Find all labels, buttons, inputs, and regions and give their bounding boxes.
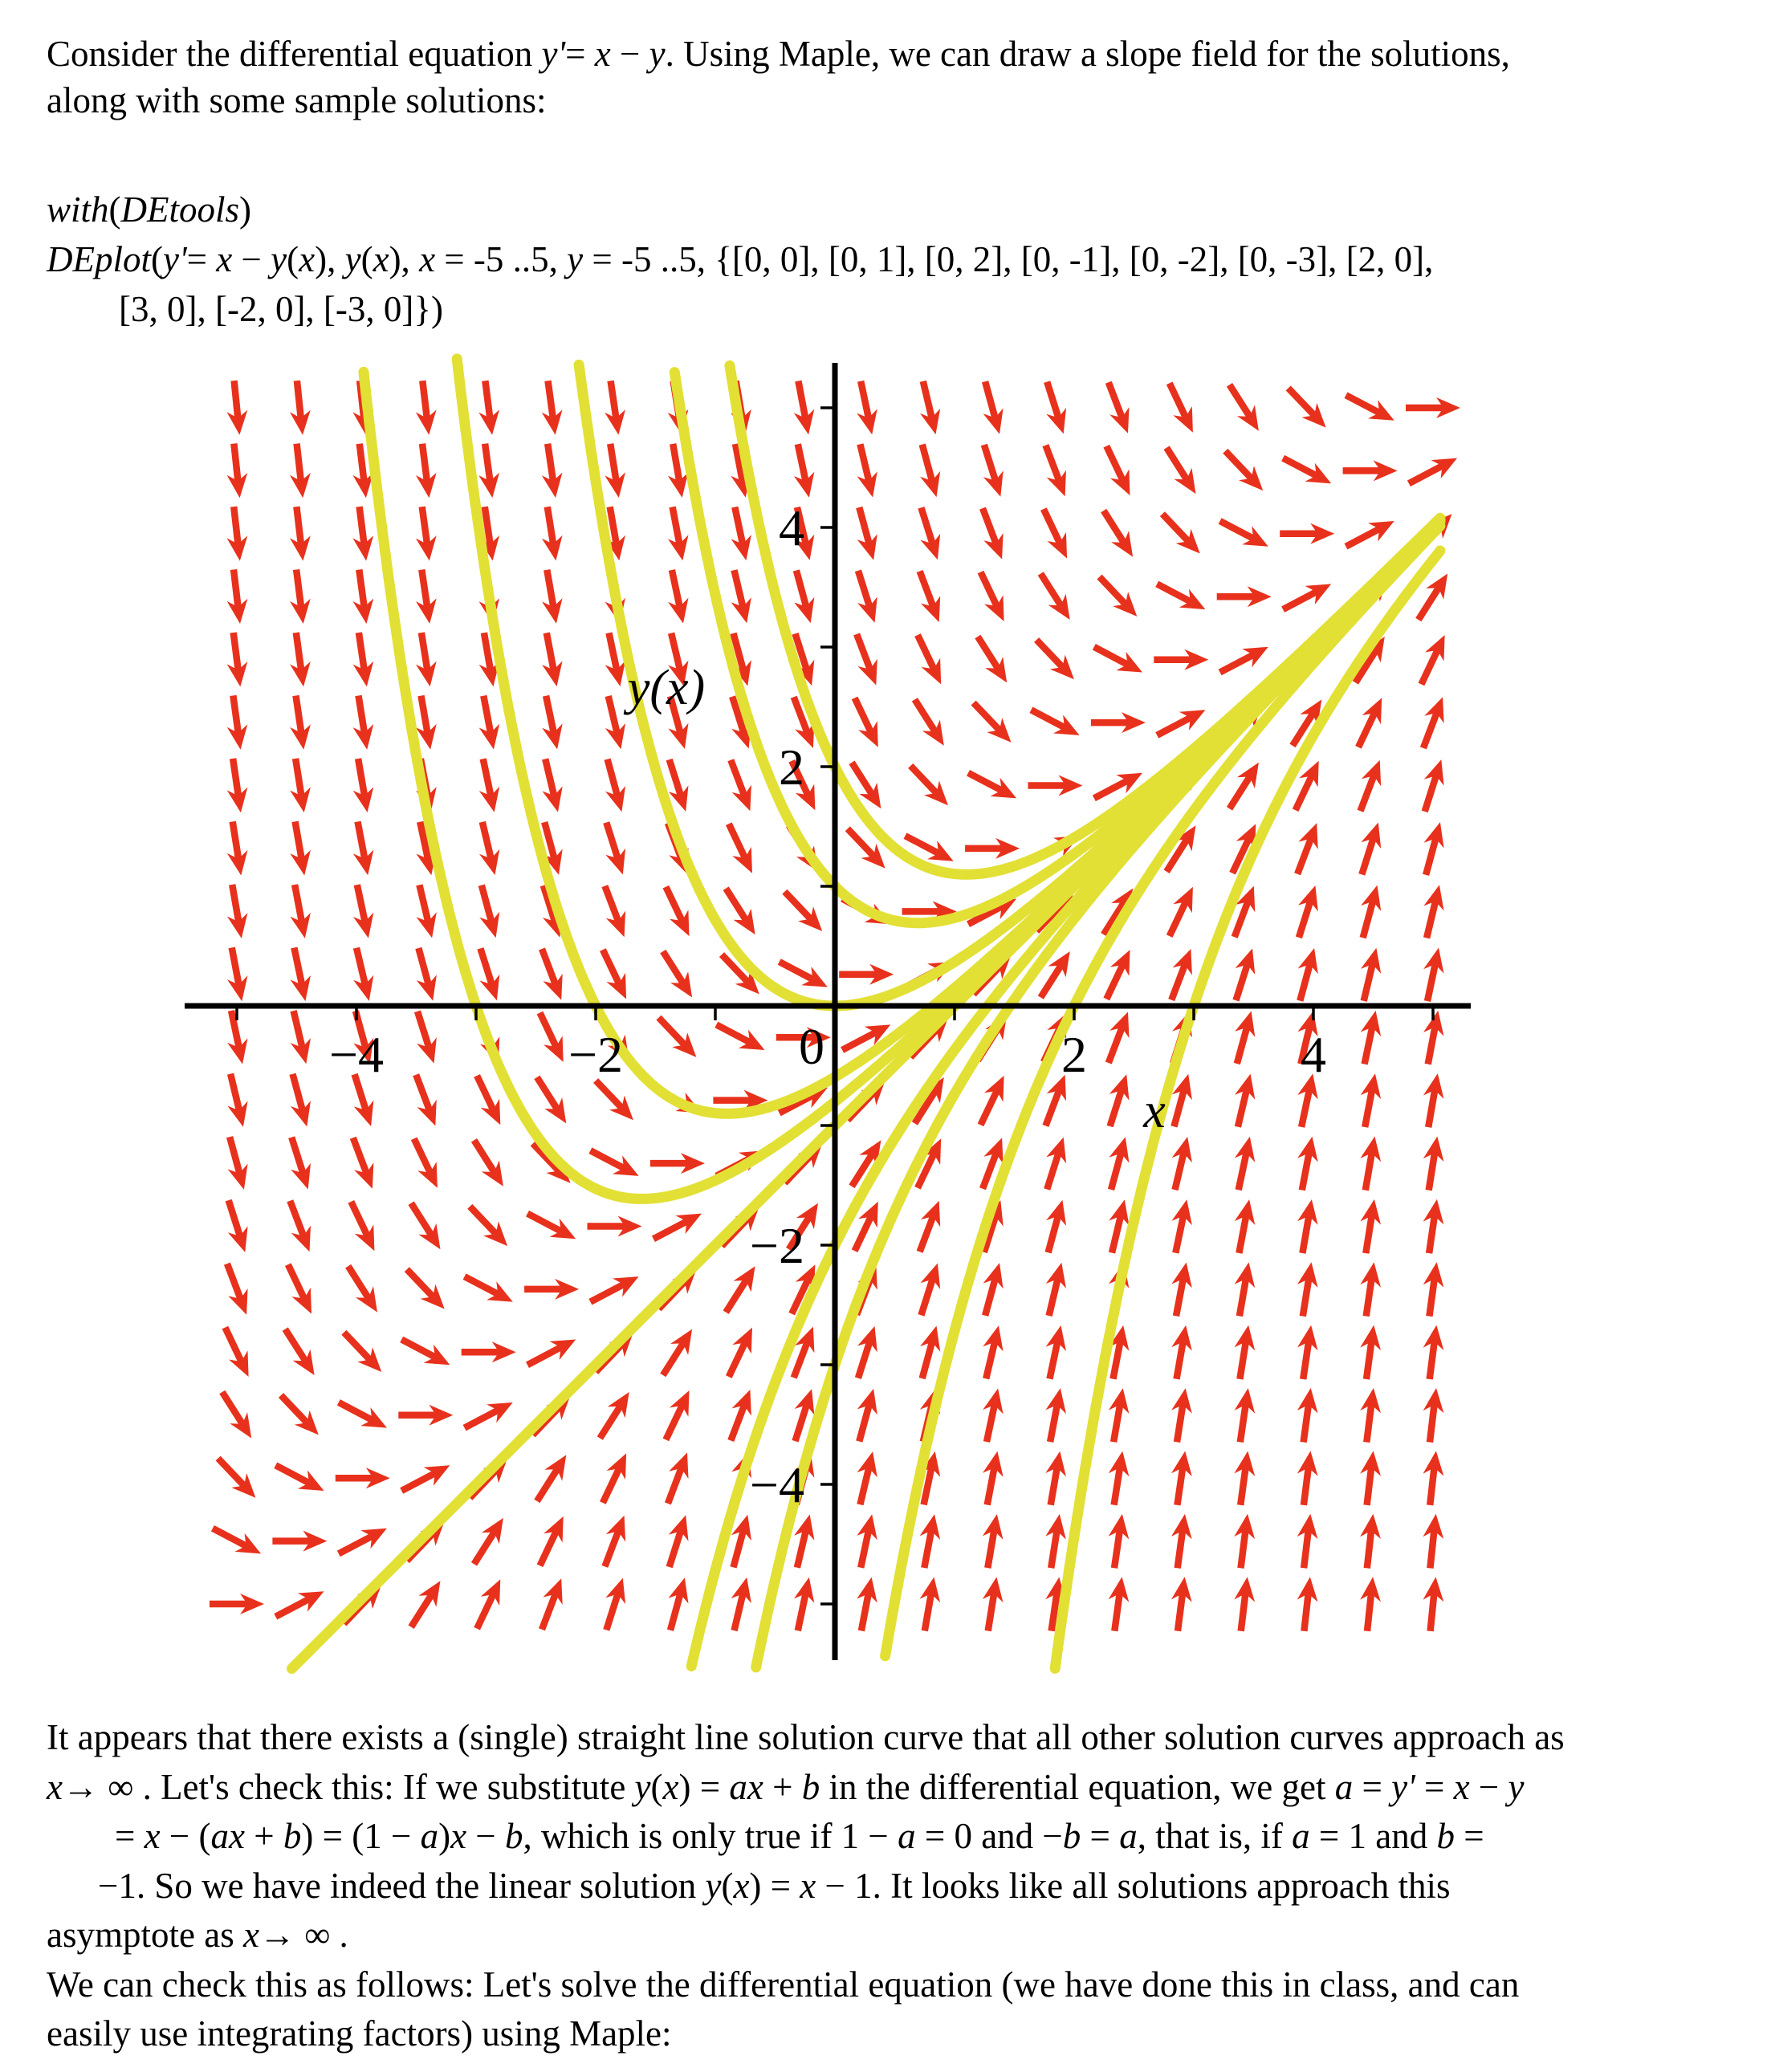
solution-curve xyxy=(358,366,1446,1204)
solution-curve xyxy=(1049,545,1446,1674)
text-line: Consider the differential equation y'= x… xyxy=(47,34,1510,74)
svg-text:4: 4 xyxy=(779,499,804,556)
svg-text:4: 4 xyxy=(1301,1026,1326,1083)
svg-text:0: 0 xyxy=(799,1018,824,1075)
slope-field-plot: −4 −2 0 2 4 −4 −2 2 4 y(x) x xyxy=(185,353,1471,1674)
svg-text:y(x): y(x) xyxy=(623,661,705,715)
axis-labels: −4 −2 0 2 4 −4 −2 2 4 y(x) x xyxy=(329,499,1326,1513)
intro-paragraph: Consider the differential equation y'= x… xyxy=(47,31,1510,124)
text-line: asymptote as x→ ∞ . xyxy=(47,1915,348,1955)
text-line: = x − (ax + b) = (1 − a)x − b, which is … xyxy=(115,1816,1484,1856)
discussion-paragraph: It appears that there exists a (single) … xyxy=(47,1713,1565,2059)
solution-curves xyxy=(287,353,1446,1674)
svg-text:−2: −2 xyxy=(750,1217,804,1274)
axes xyxy=(185,363,1471,1660)
text-line: It appears that there exists a (single) … xyxy=(47,1717,1565,1757)
text-line: DEplot(y'= x − y(x), y(x), x = -5 ..5, y… xyxy=(47,239,1434,279)
svg-text:−4: −4 xyxy=(750,1456,804,1513)
svg-text:2: 2 xyxy=(1061,1026,1087,1083)
svg-text:−4: −4 xyxy=(329,1026,384,1083)
text-line: easily use integrating factors) using Ma… xyxy=(47,2013,672,2054)
text-line: along with some sample solutions: xyxy=(47,80,547,120)
svg-text:2: 2 xyxy=(779,739,804,796)
text-line: −1. So we have indeed the linear solutio… xyxy=(98,1865,1451,1906)
text-line: [3, 0], [-2, 0], [-3, 0]}) xyxy=(119,289,443,329)
text-line: x→ ∞ . Let's check this: If we substitut… xyxy=(47,1766,1525,1807)
maple-code-block: with(DEtools) DEplot(y'= x − y(x), y(x), … xyxy=(47,185,1433,334)
solution-curve xyxy=(880,520,1446,1662)
svg-text:x: x xyxy=(1142,1084,1166,1138)
text-line: We can check this as follows: Let's solv… xyxy=(47,1964,1520,2005)
text-line: with(DEtools) xyxy=(47,189,252,230)
svg-text:−2: −2 xyxy=(568,1026,623,1083)
